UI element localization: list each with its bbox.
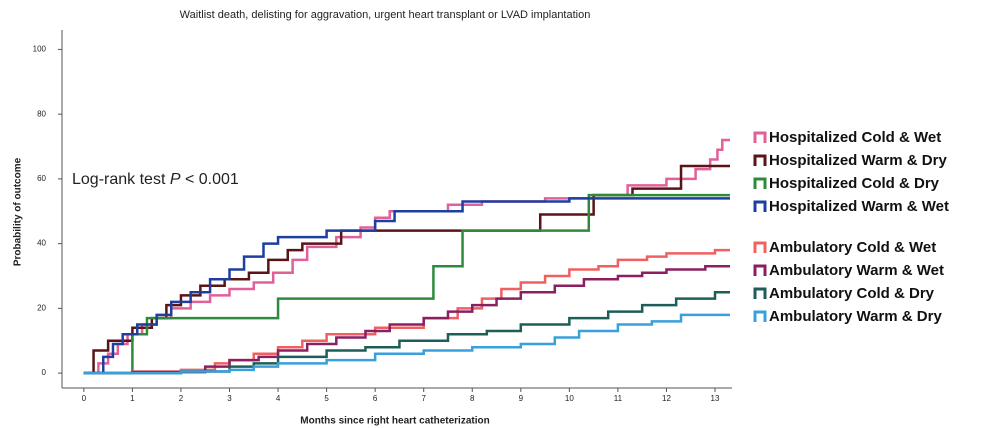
legend-swatch [753, 287, 767, 299]
x-axis-label: Months since right heart catheterization [300, 416, 489, 427]
legend-label: Hospitalized Cold & Dry [769, 175, 940, 192]
x-tick-label: 1 [130, 394, 135, 403]
legend-label: Ambulatory Warm & Dry [769, 308, 942, 325]
y-tick-label: 20 [37, 303, 46, 312]
legend-swatch [753, 241, 767, 253]
chart-title: Waitlist death, delisting for aggravatio… [180, 9, 591, 21]
y-tick-label: 60 [37, 174, 46, 183]
x-tick-label: 10 [565, 394, 574, 403]
y-axis-label: Probability of outcome [13, 157, 24, 266]
legend-label: Ambulatory Cold & Dry [769, 285, 935, 302]
x-tick-label: 11 [614, 394, 623, 403]
y-tick-label: 100 [33, 45, 47, 54]
x-tick-label: 6 [373, 394, 378, 403]
survival-curve [83, 197, 730, 375]
y-tick-label: 0 [42, 368, 47, 377]
annotation-text: < 0.001 [185, 171, 239, 188]
x-tick-label: 4 [276, 394, 281, 403]
legend-label: Ambulatory Cold & Wet [769, 239, 936, 256]
y-tick-label: 40 [37, 239, 46, 248]
x-tick-label: 12 [662, 394, 671, 403]
annotation-text: Log-rank test [72, 171, 166, 188]
annotation: Log-rank test P < 0.001 [72, 171, 239, 188]
survival-curve [83, 193, 730, 375]
legend-label: Hospitalized Warm & Dry [769, 152, 947, 169]
x-tick-label: 9 [519, 394, 524, 403]
y-tick-label: 80 [37, 109, 46, 118]
survival-curve [83, 138, 730, 375]
legend-swatch [753, 310, 767, 322]
x-tick-label: 7 [421, 394, 426, 403]
x-tick-label: 5 [324, 394, 329, 403]
legend-swatch [753, 264, 767, 276]
legend-swatch [753, 154, 767, 166]
legend-swatch [753, 177, 767, 189]
survival-curve [83, 313, 730, 375]
x-tick-label: 3 [227, 394, 232, 403]
x-tick-label: 8 [470, 394, 475, 403]
survival-curve [83, 265, 730, 375]
x-tick-label: 2 [179, 394, 184, 403]
legend-swatch [753, 200, 767, 212]
annotation-text: P [170, 171, 181, 188]
survival-curve [83, 164, 730, 375]
legend-label: Hospitalized Cold & Wet [769, 129, 941, 146]
legend-label: Ambulatory Warm & Wet [769, 262, 944, 279]
x-tick-label: 0 [82, 394, 87, 403]
x-tick-label: 13 [711, 394, 720, 403]
legend-label: Hospitalized Warm & Wet [769, 198, 949, 215]
legend-swatch [753, 131, 767, 143]
